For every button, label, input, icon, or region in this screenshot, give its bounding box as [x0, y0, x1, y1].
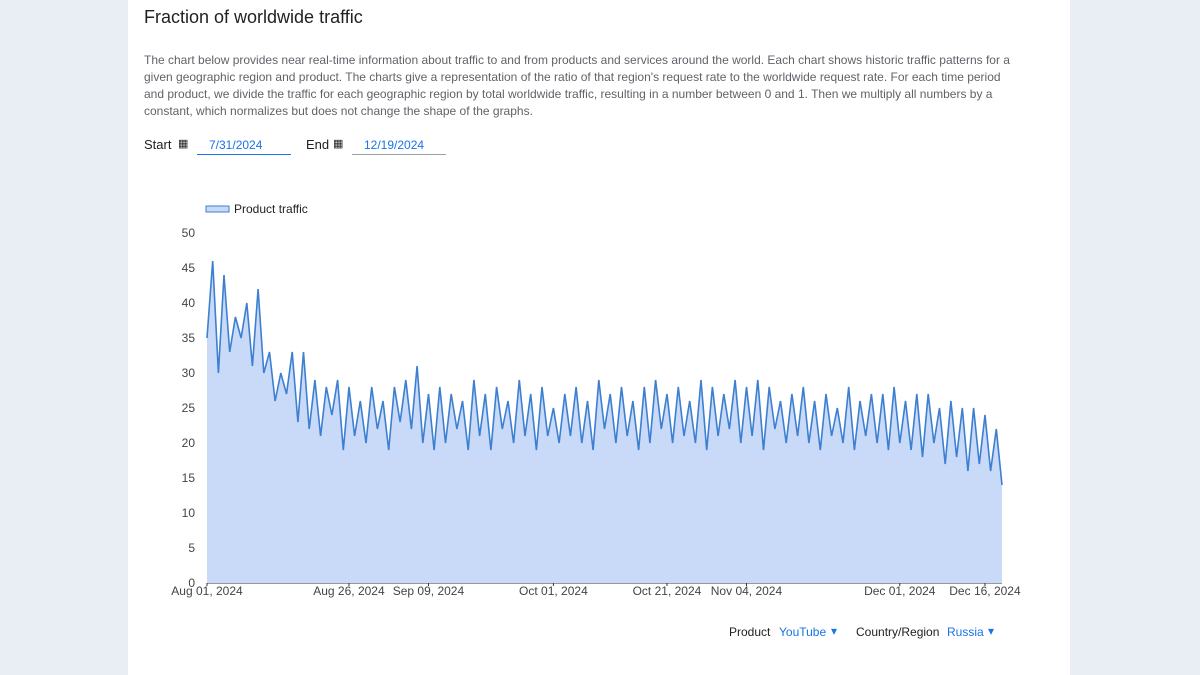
start-label: Start	[144, 137, 172, 152]
dropdown-arrow[interactable]: ▾	[988, 624, 995, 638]
y-tick-label: 45	[182, 261, 196, 275]
legend-label: Product traffic	[234, 202, 308, 216]
x-tick-label: Oct 21, 2024	[633, 584, 702, 598]
end-label: End	[306, 137, 330, 152]
x-tick-label: Dec 16, 2024	[949, 584, 1021, 598]
calendar-icon[interactable]: ▦	[333, 138, 344, 150]
description: The chart below provides near real-time …	[144, 53, 1010, 118]
product-label: Product	[729, 625, 771, 639]
y-tick-label: 15	[182, 471, 196, 485]
x-tick-label: Oct 01, 2024	[519, 584, 588, 598]
area	[207, 261, 1002, 583]
y-tick-label: 30	[182, 366, 196, 380]
calendar-icon[interactable]: ▦	[178, 138, 189, 150]
region-label: Country/Region	[856, 625, 940, 639]
title: Fraction of worldwide traffic	[144, 7, 363, 27]
y-tick-label: 50	[182, 226, 196, 240]
chart: 0 5 10 15 20 25 30 35 40 45 50 Aug 01, 2024 Aug 26, …	[171, 202, 1021, 598]
y-tick-label: 20	[182, 436, 196, 450]
x-tick-label: Sep 09, 2024	[393, 584, 465, 598]
end-date[interactable]: 12/19/2024	[352, 138, 446, 155]
y-tick-label: 0	[188, 576, 195, 590]
x-tick-label: Aug 01, 2024	[171, 584, 243, 598]
product-select[interactable]: YouTube	[779, 625, 827, 639]
dropdown-arrow[interactable]: ▾	[831, 624, 838, 638]
y-tick-label: 35	[182, 331, 196, 345]
x-tick-label: Nov 04, 2024	[711, 584, 783, 598]
line	[206, 260, 1003, 486]
x-tick-label: Aug 26, 2024	[313, 584, 385, 598]
legend-swatch	[205, 205, 230, 213]
y-tick-label: 40	[182, 296, 196, 310]
y-tick-label: 25	[182, 401, 196, 415]
y-tick-label: 5	[188, 541, 195, 555]
region-select[interactable]: Russia	[947, 625, 984, 639]
x-tick-label: Dec 01, 2024	[864, 584, 936, 598]
start-date[interactable]: 7/31/2024	[197, 138, 291, 155]
y-tick-label: 10	[182, 506, 196, 520]
